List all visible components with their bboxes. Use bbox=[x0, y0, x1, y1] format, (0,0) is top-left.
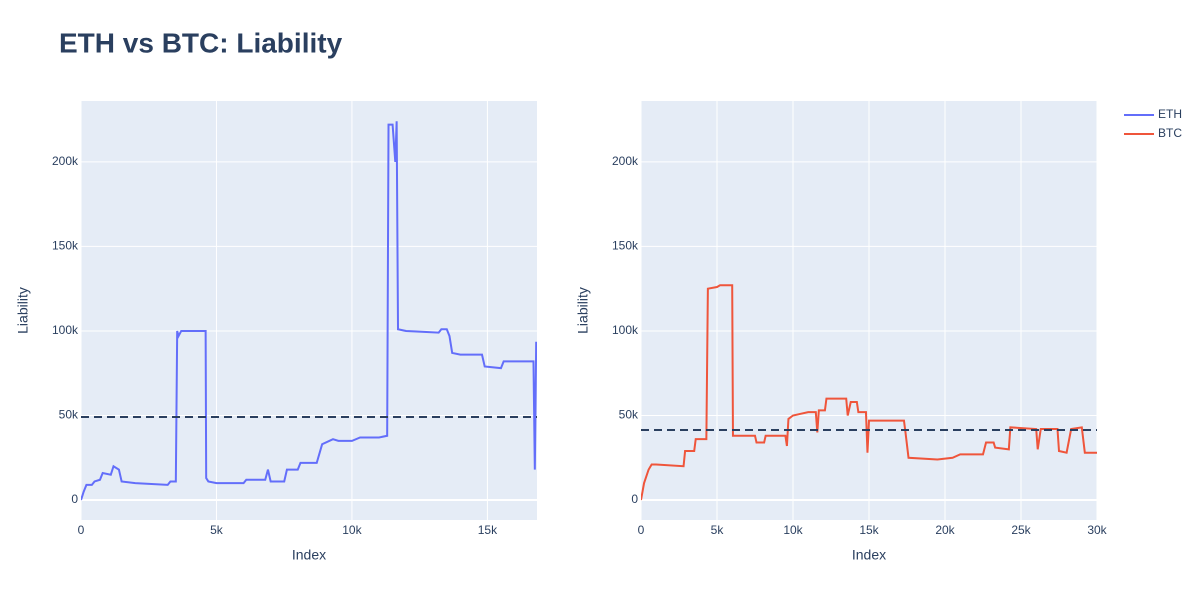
data-line bbox=[641, 284, 1097, 501]
x-tick-label: 15k bbox=[859, 523, 879, 537]
y-tick-label: 100k bbox=[52, 323, 79, 337]
y-tick-label: 0 bbox=[631, 492, 638, 506]
y-tick-label: 100k bbox=[612, 323, 639, 337]
y-axis-title: Liability bbox=[575, 287, 591, 334]
x-tick-label: 30k bbox=[1087, 523, 1107, 537]
x-tick-label: 0 bbox=[78, 523, 85, 537]
x-tick-label: 5k bbox=[711, 523, 725, 537]
x-tick-label: 15k bbox=[478, 523, 498, 537]
x-axis-title: Index bbox=[292, 547, 326, 563]
legend-label: ETH bbox=[1158, 107, 1182, 121]
y-tick-label: 50k bbox=[619, 408, 639, 422]
data-line bbox=[81, 121, 537, 501]
y-axis-title: Liability bbox=[15, 287, 31, 334]
x-tick-label: 10k bbox=[342, 523, 362, 537]
plot-area bbox=[81, 101, 537, 520]
legend-label: BTC bbox=[1158, 126, 1182, 140]
y-tick-label: 150k bbox=[612, 239, 639, 253]
y-tick-label: 200k bbox=[612, 154, 639, 168]
y-tick-label: 150k bbox=[52, 239, 79, 253]
y-tick-label: 200k bbox=[52, 154, 79, 168]
y-tick-label: 0 bbox=[71, 492, 78, 506]
x-tick-label: 0 bbox=[638, 523, 645, 537]
chart-title: ETH vs BTC: Liability bbox=[59, 27, 343, 58]
x-tick-label: 5k bbox=[210, 523, 224, 537]
x-axis-title: Index bbox=[852, 547, 886, 563]
x-tick-label: 25k bbox=[1011, 523, 1031, 537]
x-tick-label: 20k bbox=[935, 523, 955, 537]
x-tick-label: 10k bbox=[783, 523, 803, 537]
y-tick-label: 50k bbox=[59, 408, 79, 422]
